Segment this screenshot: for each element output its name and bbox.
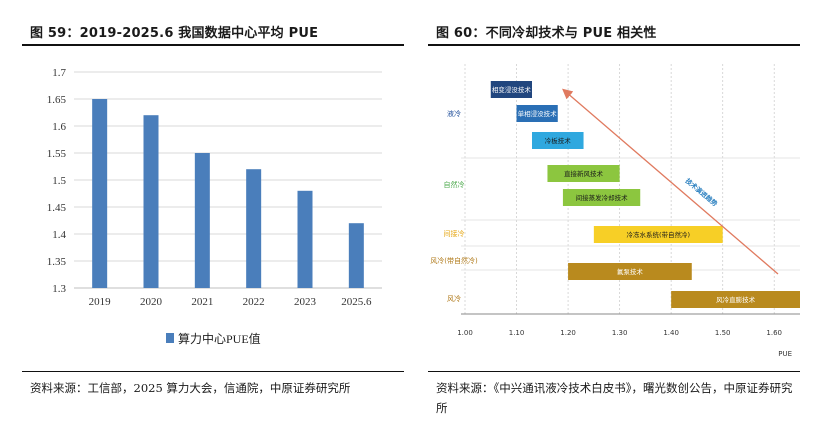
figure-59-title: 图 59：2019-2025.6 我国数据中心平均 PUE (30, 26, 319, 41)
y-tick-label: 1.45 (47, 202, 67, 214)
x-tick-label: 1.30 (612, 329, 628, 337)
group-label: 间接冷 (444, 229, 465, 238)
group-label: 液冷 (447, 109, 461, 118)
bar-2021 (194, 153, 210, 288)
group-label: 风冷 (447, 294, 461, 303)
trend-arrow (562, 88, 779, 275)
bar-2025.6 (348, 223, 364, 288)
group-label: 风冷(带自然冷) (430, 256, 478, 265)
x-tick-label: 2022 (243, 296, 265, 308)
range-bar (562, 189, 641, 206)
figure-60-source: 资料来源：《中兴通讯液冷技术白皮书》，曙光数创公告，中原证券研究所 (436, 381, 793, 415)
range-bar (532, 132, 584, 149)
figure-60-bottom-rule (428, 371, 800, 372)
range-bar (490, 81, 532, 98)
range-bar-label: 间接蒸发冷却技术 (576, 193, 629, 202)
range-bar-label: 氟泵技术 (617, 267, 644, 276)
y-tick-label: 1.5 (52, 175, 66, 187)
range-bar-label: 冷冻水系统(带自然冷) (626, 230, 690, 239)
x-tick-label: 1.20 (560, 329, 576, 337)
range-bar (516, 105, 558, 122)
x-tick-label: 2025.6 (341, 296, 372, 308)
legend-label: 算力中心PUE值 (178, 331, 261, 346)
range-bar (547, 165, 620, 182)
x-tick-label: 2021 (191, 296, 213, 308)
bar-2022 (246, 169, 262, 288)
pue-bar-chart: 1.3 1.35 1.4 1.45 1.5 1.55 1.6 1.65 1.7 2019 2020 2… (47, 67, 382, 346)
plot-background (438, 54, 796, 366)
x-tick-label: 2020 (140, 296, 163, 308)
y-tick-label: 1.6 (52, 121, 66, 133)
cooling-pue-chart: 1.00 1.10 1.20 1.30 1.40 1.50 1.60 PUE 液冷自然冷间接冷风… (430, 54, 800, 366)
figure-60-title: 图 60：不同冷却技术与 PUE 相关性 (436, 26, 657, 41)
figure-59-bottom-rule (22, 371, 404, 372)
range-bar-label: 风冷直膨技术 (716, 295, 756, 304)
x-tick-label: 2023 (294, 296, 317, 308)
figure-59-top-rule (22, 44, 404, 46)
x-tick-label: 2019 (89, 296, 112, 308)
y-tick-label: 1.65 (47, 94, 67, 106)
range-bar (593, 226, 723, 243)
y-tick-label: 1.3 (52, 283, 66, 295)
y-tick-label: 1.35 (47, 256, 67, 268)
y-tick-label: 1.7 (52, 67, 66, 79)
bar-2023 (297, 190, 313, 288)
figure-60-top-rule (428, 44, 800, 46)
range-bar-label: 相变浸没技术 (492, 85, 532, 94)
x-axis-label: PUE (778, 350, 792, 358)
x-tick-label: 1.00 (457, 329, 473, 337)
figure-60-panel: 图 60：不同冷却技术与 PUE 相关性 1.00 1.10 1.20 1.30 1.4… (428, 0, 800, 429)
figure-59-source: 资料来源：工信部，2025 算力大会，信通院，中原证券研究所 (30, 381, 351, 395)
range-bar-label: 冷板技术 (545, 136, 572, 145)
figure-59-panel: 图 59：2019-2025.6 我国数据中心平均 PUE 1.3 1.35 1.4… (22, 0, 404, 429)
range-bar-label: 直接新风技术 (564, 169, 604, 178)
range-bar (568, 263, 692, 280)
x-tick-label: 1.50 (715, 329, 731, 337)
x-tick-label: 1.40 (663, 329, 679, 337)
range-bar-label: 单相浸没技术 (518, 109, 558, 118)
y-tick-label: 1.55 (47, 148, 67, 160)
group-label: 自然冷 (444, 180, 465, 189)
bar-2019 (92, 99, 108, 288)
range-bar (671, 291, 800, 308)
x-tick-label: 1.10 (509, 329, 525, 337)
x-tick-label: 1.60 (766, 329, 782, 337)
y-tick-label: 1.4 (52, 229, 66, 241)
bar-2020 (143, 115, 159, 288)
legend-swatch (166, 333, 174, 343)
